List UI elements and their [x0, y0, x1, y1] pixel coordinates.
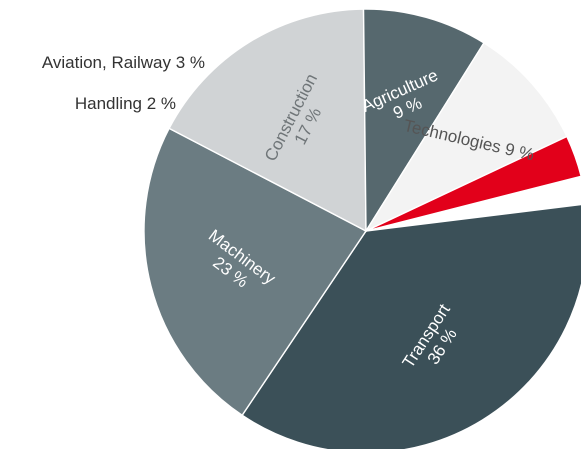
slice-label-aviation-railway: Aviation, Railway 3 %: [42, 53, 205, 72]
pie-slice-machinery: [143, 127, 368, 417]
slices-group: [143, 8, 581, 449]
pie-slice-agriculture: [362, 8, 485, 234]
pie-slice-technologies: [364, 41, 568, 233]
slice-label-handling: Handling 2 %: [75, 94, 176, 113]
pie-slice-transport: [241, 203, 581, 449]
pie-slice-aviation-railway: [365, 135, 581, 232]
pie-slice-construction: [168, 8, 367, 233]
